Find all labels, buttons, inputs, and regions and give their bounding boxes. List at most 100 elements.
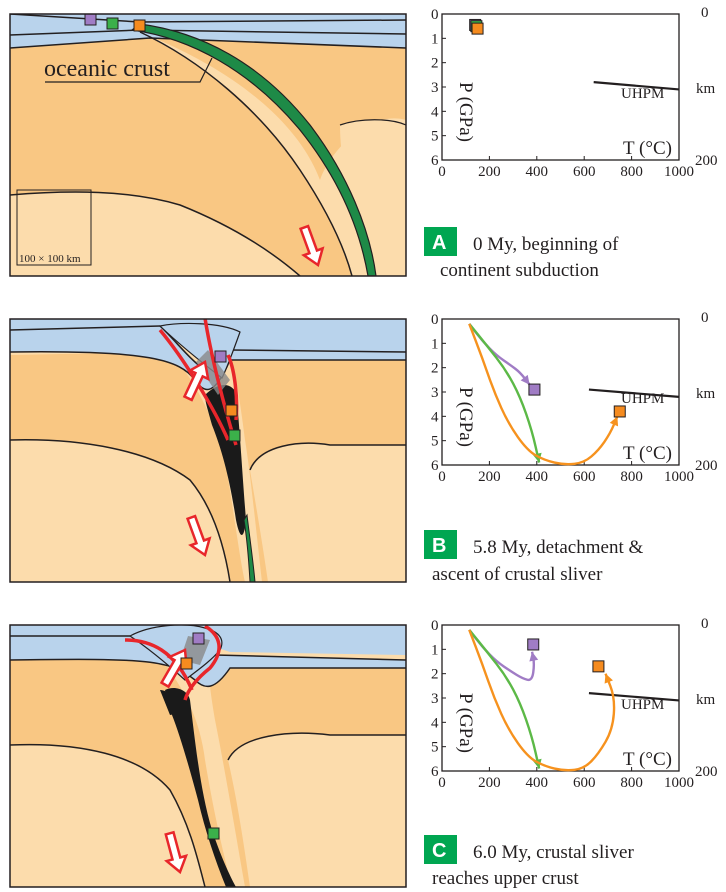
x-tick-label: 800 xyxy=(620,164,643,180)
path-green xyxy=(468,323,541,463)
x-tick-label: 1000 xyxy=(664,164,694,180)
x-tick-label: 400 xyxy=(526,469,549,485)
y-tick-label: 4 xyxy=(431,409,439,425)
section-c-marker-green xyxy=(207,827,220,840)
section-c-crustal-sliver xyxy=(165,688,236,887)
section-b-marker-orange xyxy=(225,404,238,417)
km-tick-label: 0 xyxy=(701,5,709,21)
y-tick-label: 5 xyxy=(431,129,439,145)
section-a-marker-orange xyxy=(133,19,146,32)
x-axis-label: T (°C) xyxy=(623,749,672,770)
section-a-upper-plate xyxy=(10,32,352,276)
y-tick-label: 1 xyxy=(431,336,439,352)
arrowhead-orange xyxy=(609,416,619,427)
path-purple xyxy=(468,323,531,386)
arrowhead-orange xyxy=(604,673,613,684)
section-a-marker-green xyxy=(106,17,119,30)
x-tick-label: 600 xyxy=(573,164,596,180)
y-tick-label: 0 xyxy=(431,618,439,634)
caption-a-line2: continent subduction xyxy=(440,260,599,281)
y-tick-label: 5 xyxy=(431,434,439,450)
marker-purple xyxy=(527,638,540,651)
section-b-crustal-sliver xyxy=(205,384,246,535)
arrowhead-purple xyxy=(520,374,530,385)
caption-b-line2: ascent of crustal sliver xyxy=(432,564,603,585)
uhpm-label: UHPM xyxy=(621,86,664,102)
uhpm-label: UHPM xyxy=(621,391,664,407)
section-a-marker-purple xyxy=(84,14,97,26)
y-tick-label: 3 xyxy=(431,691,439,707)
arrowhead-purple xyxy=(529,651,539,662)
marker-orange xyxy=(471,22,484,35)
section-a-scale-label: 100 × 100 km xyxy=(19,253,81,265)
km-tick-label: 200 xyxy=(695,153,718,169)
x-tick-label: 800 xyxy=(620,775,643,791)
section-a-oceanic-crust-label: oceanic crust xyxy=(44,56,170,82)
uhpm-label: UHPM xyxy=(621,697,664,713)
section-b-motion-arrow xyxy=(185,514,212,558)
caption-b: B 5.8 My, detachment & ascent of crustal… xyxy=(424,530,643,585)
x-tick-label: 200 xyxy=(478,469,501,485)
badge-a-label: A xyxy=(432,232,446,254)
y-tick-label: 5 xyxy=(431,740,439,756)
x-tick-label: 600 xyxy=(573,775,596,791)
x-axis-label: T (°C) xyxy=(623,443,672,464)
section-c-fault xyxy=(124,625,221,701)
x-axis-label: T (°C) xyxy=(623,138,672,159)
x-tick-label: 400 xyxy=(526,775,549,791)
x-tick-label: 0 xyxy=(438,164,446,180)
km-tick-label: 0 xyxy=(701,616,709,632)
badge-b-label: B xyxy=(432,535,446,557)
x-tick-label: 200 xyxy=(478,775,501,791)
x-tick-label: 1000 xyxy=(664,775,694,791)
y-tick-label: 2 xyxy=(431,361,439,377)
badge-c-label: C xyxy=(432,840,446,862)
x-tick-label: 600 xyxy=(573,469,596,485)
x-tick-label: 0 xyxy=(438,775,446,791)
section-c-marker-orange xyxy=(180,657,193,670)
section-b xyxy=(10,319,406,582)
marker-purple xyxy=(528,383,541,396)
badge-a xyxy=(424,227,457,256)
y-tick-label: 4 xyxy=(431,104,439,120)
y-tick-label: 3 xyxy=(431,385,439,401)
badge-b xyxy=(424,530,457,559)
caption-c: C 6.0 My, crustal sliver reaches upper c… xyxy=(424,835,634,889)
km-tick-label: 200 xyxy=(695,458,718,474)
y-tick-label: 6 xyxy=(431,764,439,780)
y-tick-label: 3 xyxy=(431,80,439,96)
caption-b-line1: 5.8 My, detachment & xyxy=(473,537,643,558)
path-orange xyxy=(468,629,616,772)
y-tick-label: 4 xyxy=(431,715,439,731)
y-tick-label: 1 xyxy=(431,31,439,47)
y-tick-label: 2 xyxy=(431,667,439,683)
y-tick-label: 0 xyxy=(431,312,439,328)
section-a-scale-box xyxy=(16,189,92,266)
section-a: oceanic crust 100 × 100 km xyxy=(10,14,406,276)
km-axis-label: km xyxy=(696,81,716,97)
caption-a-line1: 0 My, beginning of xyxy=(473,234,619,255)
uhpm-line xyxy=(588,388,680,398)
km-tick-label: 0 xyxy=(701,310,709,326)
x-tick-label: 1000 xyxy=(664,469,694,485)
y-tick-label: 6 xyxy=(431,153,439,169)
x-tick-label: 800 xyxy=(620,469,643,485)
section-b-marker-green xyxy=(228,429,241,442)
caption-c-line1: 6.0 My, crustal sliver xyxy=(473,842,634,863)
uhpm-line xyxy=(588,692,680,702)
section-a-oceanic-crust xyxy=(130,23,377,276)
marker-orange xyxy=(613,405,626,418)
km-tick-label: 200 xyxy=(695,764,718,780)
section-b-exhumation-arrow xyxy=(182,360,210,402)
km-axis-label: km xyxy=(696,692,716,708)
section-a-motion-arrow xyxy=(298,224,325,268)
marker-orange xyxy=(592,660,605,673)
y-axis-label: P (GPa) xyxy=(455,387,476,447)
y-axis-label: P (GPa) xyxy=(455,82,476,142)
section-c-marker-purple xyxy=(192,632,205,645)
badge-c xyxy=(424,835,457,864)
section-a-deep-block xyxy=(340,119,406,276)
